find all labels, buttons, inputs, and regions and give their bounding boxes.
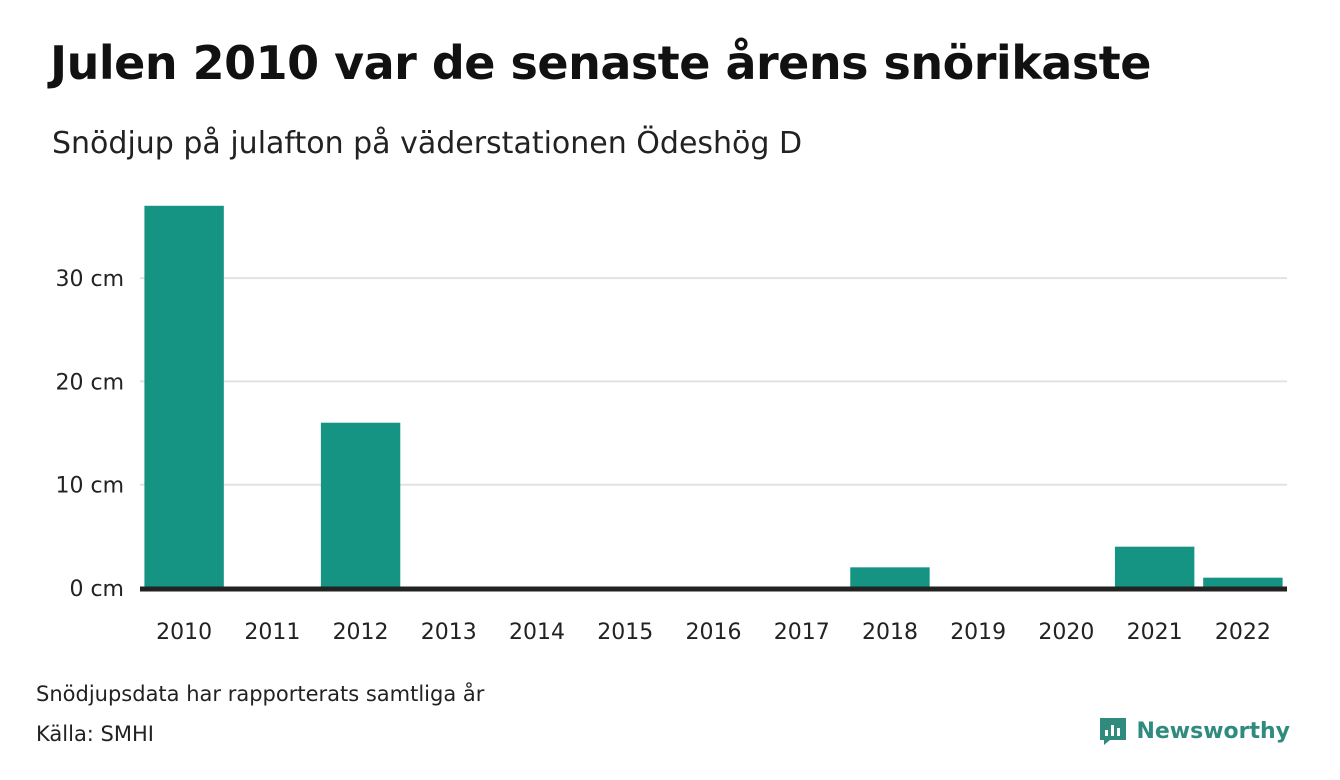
- x-tick-label: 2017: [774, 620, 830, 645]
- x-tick-label: 2016: [686, 620, 742, 645]
- y-tick-label: 30 cm: [55, 267, 124, 292]
- x-tick-label: 2022: [1215, 620, 1271, 645]
- x-tick-label: 2018: [862, 620, 918, 645]
- bar-2021: [1114, 546, 1195, 588]
- x-tick-label: 2010: [156, 620, 212, 645]
- source-note: Källa: SMHI: [36, 722, 154, 746]
- x-tick-label: 2013: [421, 620, 477, 645]
- bar-2010: [144, 205, 224, 589]
- x-tick-label: 2019: [950, 620, 1006, 645]
- x-tick-label: 2014: [509, 620, 565, 645]
- x-tick-label: 2012: [333, 620, 389, 645]
- x-tick-label: 2015: [597, 620, 653, 645]
- newsworthy-logo-icon: [1100, 718, 1127, 745]
- bar-chart: 0 cm 10 cm 20 cm 30 cm 2010 2011 2012 2013 2014 2…: [55, 205, 1287, 645]
- x-tick-label: 2011: [244, 620, 300, 645]
- x-tick-label: 2020: [1038, 620, 1094, 645]
- y-tick-label: 0 cm: [69, 577, 124, 602]
- x-tick-label: 2021: [1127, 620, 1183, 645]
- chart-subtitle: Snödjup på julafton på väderstationen Öd…: [52, 126, 803, 161]
- brand-logo: Newsworthy: [1098, 716, 1290, 746]
- bar-2012: [320, 422, 401, 588]
- y-tick-label: 20 cm: [55, 370, 124, 395]
- brand-name: Newsworthy: [1136, 718, 1290, 744]
- y-tick-label: 10 cm: [55, 474, 124, 499]
- bar-2022: [1203, 577, 1283, 588]
- bar-2018: [850, 567, 930, 588]
- chart-title: Julen 2010 var de senaste årens snörikas…: [50, 36, 1151, 90]
- footnote: Snödjupsdata har rapporterats samtliga å…: [36, 682, 485, 706]
